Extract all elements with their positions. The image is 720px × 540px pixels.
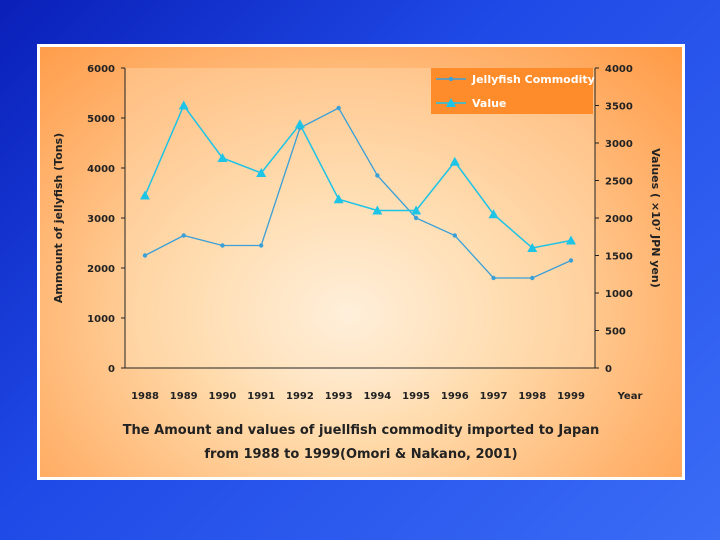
left-tick-label: 6000 xyxy=(87,64,115,75)
x-tick-label: 1990 xyxy=(209,391,237,402)
series-point xyxy=(372,205,383,215)
right-tick-label: 3000 xyxy=(605,139,633,150)
chart-caption-line-2: from 1988 to 1999(Omori & Nakano, 2001) xyxy=(204,447,518,462)
x-tick-label: 1994 xyxy=(363,391,391,402)
series-point xyxy=(530,275,535,281)
x-tick-label: 1998 xyxy=(518,391,546,402)
left-tick-label: 4000 xyxy=(87,164,115,175)
left-tick-label: 2000 xyxy=(87,264,115,275)
series-point xyxy=(449,156,460,166)
right-tick-label: 2500 xyxy=(605,177,633,188)
right-tick-label: 0 xyxy=(605,364,612,375)
right-tick-label: 4000 xyxy=(605,64,633,75)
x-tick-label: 1989 xyxy=(170,391,198,402)
x-tick-label: 1996 xyxy=(441,391,469,402)
right-tick-label: 3500 xyxy=(605,102,633,113)
right-tick-label: 1000 xyxy=(605,289,633,300)
series-point xyxy=(256,168,267,177)
series-line xyxy=(144,104,572,249)
x-tick-label: 1997 xyxy=(480,391,508,402)
series-point xyxy=(452,233,458,238)
legend-label: Value xyxy=(472,97,506,110)
series-point xyxy=(140,190,150,200)
right-axis-title: Values ( ×10⁷ JPN yen) xyxy=(649,148,662,287)
legend-box xyxy=(431,68,593,114)
x-tick-label: 1993 xyxy=(325,391,353,402)
left-tick-label: 0 xyxy=(108,364,115,375)
left-tick-label: 1000 xyxy=(87,314,115,325)
series-point xyxy=(178,100,189,110)
series-point xyxy=(217,153,228,162)
series-point xyxy=(488,209,499,219)
series-point xyxy=(413,215,419,221)
series-point xyxy=(142,253,148,258)
plot-area xyxy=(125,68,595,368)
x-axis-title: Year xyxy=(617,391,643,402)
left-tick-label: 3000 xyxy=(87,214,115,225)
right-tick-label: 2000 xyxy=(605,214,633,225)
series-point xyxy=(411,205,422,215)
series-point xyxy=(220,243,225,248)
series-line xyxy=(144,107,572,279)
x-tick-label: 1992 xyxy=(286,391,314,402)
x-tick-label: 1995 xyxy=(402,391,430,402)
series-point xyxy=(375,173,380,178)
series-point xyxy=(181,233,186,238)
series-point xyxy=(258,243,264,248)
x-tick-label: 1988 xyxy=(131,391,159,402)
left-tick-label: 5000 xyxy=(87,114,115,125)
series-point xyxy=(336,105,341,111)
slide-frame: 0 1000 2000 3000 4000 5000 6000 0 500 1000 1500 200… xyxy=(37,44,685,480)
series-point xyxy=(491,275,496,281)
right-tick-label: 1500 xyxy=(605,252,633,263)
legend-label: Jellyfish Commodity xyxy=(471,73,595,86)
series-point xyxy=(333,194,344,204)
left-axis-title: Ammount of jellyfish (Tons) xyxy=(52,133,65,303)
right-tick-label: 500 xyxy=(605,327,626,338)
series-point xyxy=(566,235,576,245)
chart-panel: 0 1000 2000 3000 4000 5000 6000 0 500 1000 1500 200… xyxy=(40,47,682,477)
x-tick-label: 1999 xyxy=(557,391,585,402)
legend-marker xyxy=(448,76,454,82)
series-point xyxy=(568,258,574,263)
chart: 0 1000 2000 3000 4000 5000 6000 0 500 1000 1500 200… xyxy=(52,64,662,402)
series-point xyxy=(294,119,305,129)
series-point xyxy=(527,243,538,252)
legend-marker xyxy=(446,98,456,107)
chart-caption-line-1: The Amount and values of juellfish commo… xyxy=(122,423,600,438)
x-tick-label: 1991 xyxy=(247,391,275,402)
